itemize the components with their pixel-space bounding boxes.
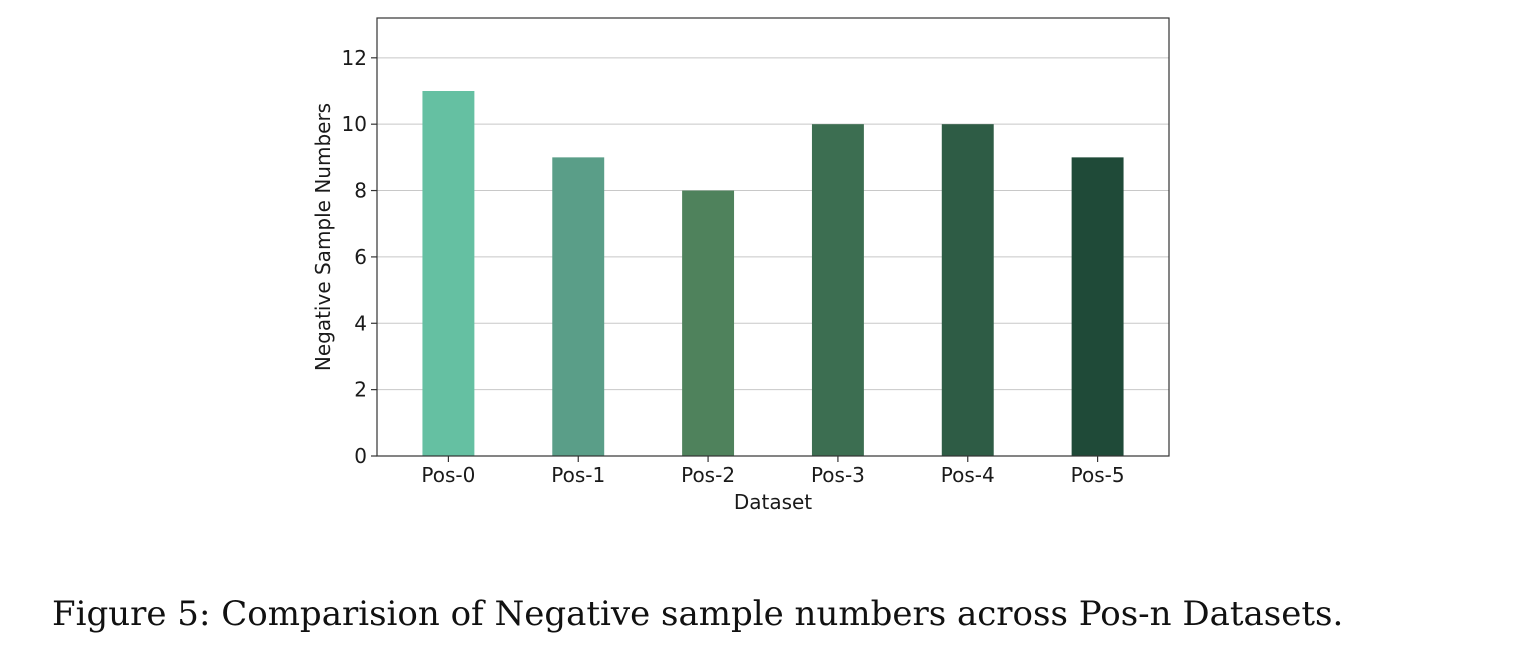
plot-frame (376, 17, 1170, 457)
x-axis-ticks: Pos-0 Pos-1 Pos-2 Pos-3 Pos-4 Pos-5 (421, 456, 1125, 487)
bar-pos-2 (682, 190, 735, 456)
x-tick-label: Pos-4 (941, 463, 995, 487)
y-tick-label: 6 (354, 245, 367, 269)
bar-pos-0 (422, 91, 475, 456)
figure-caption: Figure 5: Comparision of Negative sample… (52, 594, 1344, 634)
y-tick-label: 2 (354, 378, 367, 402)
x-tick-label: Pos-0 (421, 463, 475, 487)
bar-pos-5 (1071, 157, 1124, 456)
y-tick-label: 4 (354, 311, 367, 335)
bar-pos-4 (941, 124, 994, 456)
y-tick-label: 0 (354, 444, 367, 468)
bar-chart: 0 2 4 6 8 10 12 Pos-0 Pos-1 Pos-2 Pos-3 Pos-4 Pos-5… (311, 17, 1170, 514)
y-tick-label: 12 (342, 46, 367, 70)
bar-pos-3 (811, 124, 864, 456)
x-tick-label: Pos-2 (681, 463, 735, 487)
x-tick-label: Pos-3 (811, 463, 865, 487)
y-tick-label: 8 (354, 179, 367, 203)
y-tick-label: 10 (342, 112, 367, 136)
x-axis-title: Dataset (734, 490, 812, 514)
y-axis-ticks: 0 2 4 6 8 10 12 (342, 46, 377, 468)
x-tick-label: Pos-5 (1071, 463, 1125, 487)
bar-pos-1 (552, 157, 605, 456)
y-axis-title: Negative Sample Numbers (311, 103, 335, 371)
grid-lines (377, 57, 1169, 457)
x-tick-label: Pos-1 (551, 463, 605, 487)
bars (422, 91, 1124, 456)
